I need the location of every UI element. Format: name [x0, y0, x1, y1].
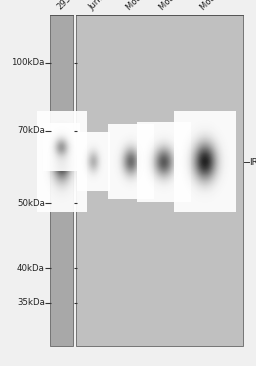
Text: 40kDa: 40kDa — [17, 264, 45, 273]
Text: 50kDa: 50kDa — [17, 199, 45, 208]
Text: 70kDa: 70kDa — [17, 126, 45, 135]
Bar — [50, 15, 73, 346]
Text: Mouse thymus: Mouse thymus — [198, 0, 248, 12]
Text: Mouse spleen: Mouse spleen — [157, 0, 205, 12]
Text: IRF5: IRF5 — [250, 157, 256, 167]
Text: Mouse lung: Mouse lung — [124, 0, 165, 12]
Text: Jurkat: Jurkat — [87, 0, 111, 12]
Text: 100kDa: 100kDa — [12, 58, 45, 67]
Bar — [76, 15, 243, 346]
Text: 293T: 293T — [55, 0, 76, 12]
Text: 35kDa: 35kDa — [17, 298, 45, 307]
